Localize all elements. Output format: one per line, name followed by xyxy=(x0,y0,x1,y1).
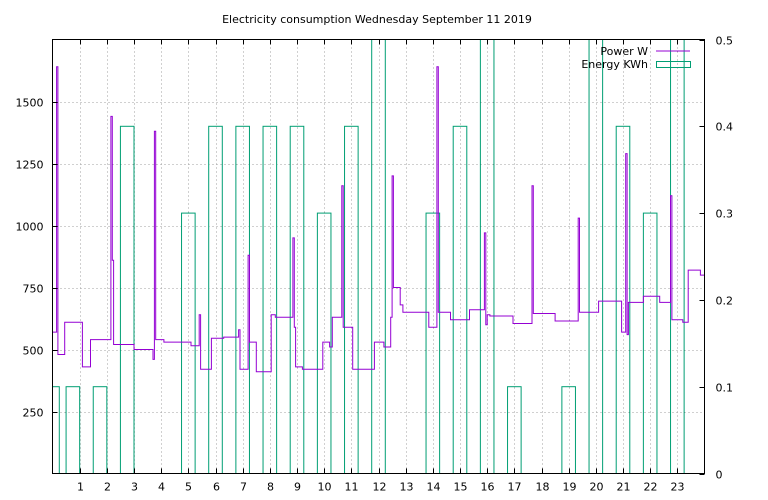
x-tick-label: 2 xyxy=(104,481,111,494)
energy-bar xyxy=(92,386,108,474)
x-tick-label: 23 xyxy=(671,481,685,494)
x-tick-label: 3 xyxy=(131,481,138,494)
energy-bar xyxy=(642,212,658,474)
legend-swatch-energy xyxy=(656,61,691,68)
y2-tick-label: 0 xyxy=(716,469,723,482)
legend: Power W Energy KWh xyxy=(581,45,691,71)
y2-tick-label: 0.3 xyxy=(716,208,734,221)
x-tick-label: 21 xyxy=(617,481,631,494)
y-tick-label: 500 xyxy=(23,345,44,358)
x-tick-label: 14 xyxy=(427,481,441,494)
x-tick-label: 16 xyxy=(481,481,495,494)
energy-bar xyxy=(262,125,278,474)
x-tick-label: 18 xyxy=(536,481,550,494)
x-tick-label: 19 xyxy=(563,481,577,494)
x-tick-label: 6 xyxy=(213,481,220,494)
energy-bar xyxy=(65,386,81,474)
y2-tick-label: 0.2 xyxy=(716,295,734,308)
y2-axis: 0 0.1 0.2 0.3 0.4 0.5 xyxy=(699,35,734,482)
energy-bar xyxy=(561,386,576,474)
x-tick-label: 11 xyxy=(345,481,359,494)
plot-frame xyxy=(52,39,705,474)
energy-bar xyxy=(181,212,196,474)
x-tick-label: 1 xyxy=(77,481,84,494)
x-tick-label: 7 xyxy=(240,481,247,494)
energy-bar xyxy=(615,125,631,474)
energy-bar xyxy=(588,39,604,474)
x-tick-label: 10 xyxy=(318,481,332,494)
y-tick-label: 250 xyxy=(23,407,44,420)
x-tick-label: 15 xyxy=(454,481,468,494)
energy-bar xyxy=(452,125,468,474)
energy-bar xyxy=(425,212,441,474)
x-tick-label: 5 xyxy=(185,481,192,494)
y2-tick-label: 0.5 xyxy=(716,35,734,48)
y-tick-label: 1000 xyxy=(16,221,44,234)
y-tick-label: 1500 xyxy=(16,97,44,110)
x-tick-label: 17 xyxy=(508,481,522,494)
chart-title: Electricity consumption Wednesday Septem… xyxy=(222,13,532,26)
y-tick-label: 1250 xyxy=(16,159,44,172)
energy-bar xyxy=(479,39,495,474)
energy-bar xyxy=(344,125,359,474)
energy-bar xyxy=(316,212,332,474)
y2-tick-label: 0.4 xyxy=(716,121,734,134)
legend-label-energy: Energy KWh xyxy=(581,58,648,71)
y2-tick-label: 0.1 xyxy=(716,382,734,395)
energy-bar xyxy=(235,125,250,474)
x-tick-label: 8 xyxy=(267,481,274,494)
energy-bar xyxy=(52,386,60,474)
y-tick-label: 750 xyxy=(23,283,44,296)
x-axis: 1 2 3 4 5 6 7 8 9 10 11 12 13 14 15 16 17 18 19 20 21 22 23 xyxy=(77,39,685,494)
grid xyxy=(52,39,705,474)
energy-bar xyxy=(289,125,305,474)
x-tick-label: 9 xyxy=(294,481,301,494)
y-axis: 250 500 750 1000 1250 1500 xyxy=(16,97,58,420)
x-tick-label: 13 xyxy=(400,481,414,494)
energy-bar xyxy=(371,39,386,474)
legend-label-power: Power W xyxy=(600,45,648,58)
power-series xyxy=(52,66,705,373)
energy-bar xyxy=(507,386,522,474)
energy-series xyxy=(52,39,685,474)
energy-bar xyxy=(208,125,223,474)
power-line xyxy=(52,66,705,373)
energy-bar xyxy=(119,125,135,474)
x-tick-label: 22 xyxy=(644,481,658,494)
x-tick-label: 20 xyxy=(590,481,604,494)
x-tick-label: 4 xyxy=(158,481,165,494)
x-tick-label: 12 xyxy=(373,481,387,494)
